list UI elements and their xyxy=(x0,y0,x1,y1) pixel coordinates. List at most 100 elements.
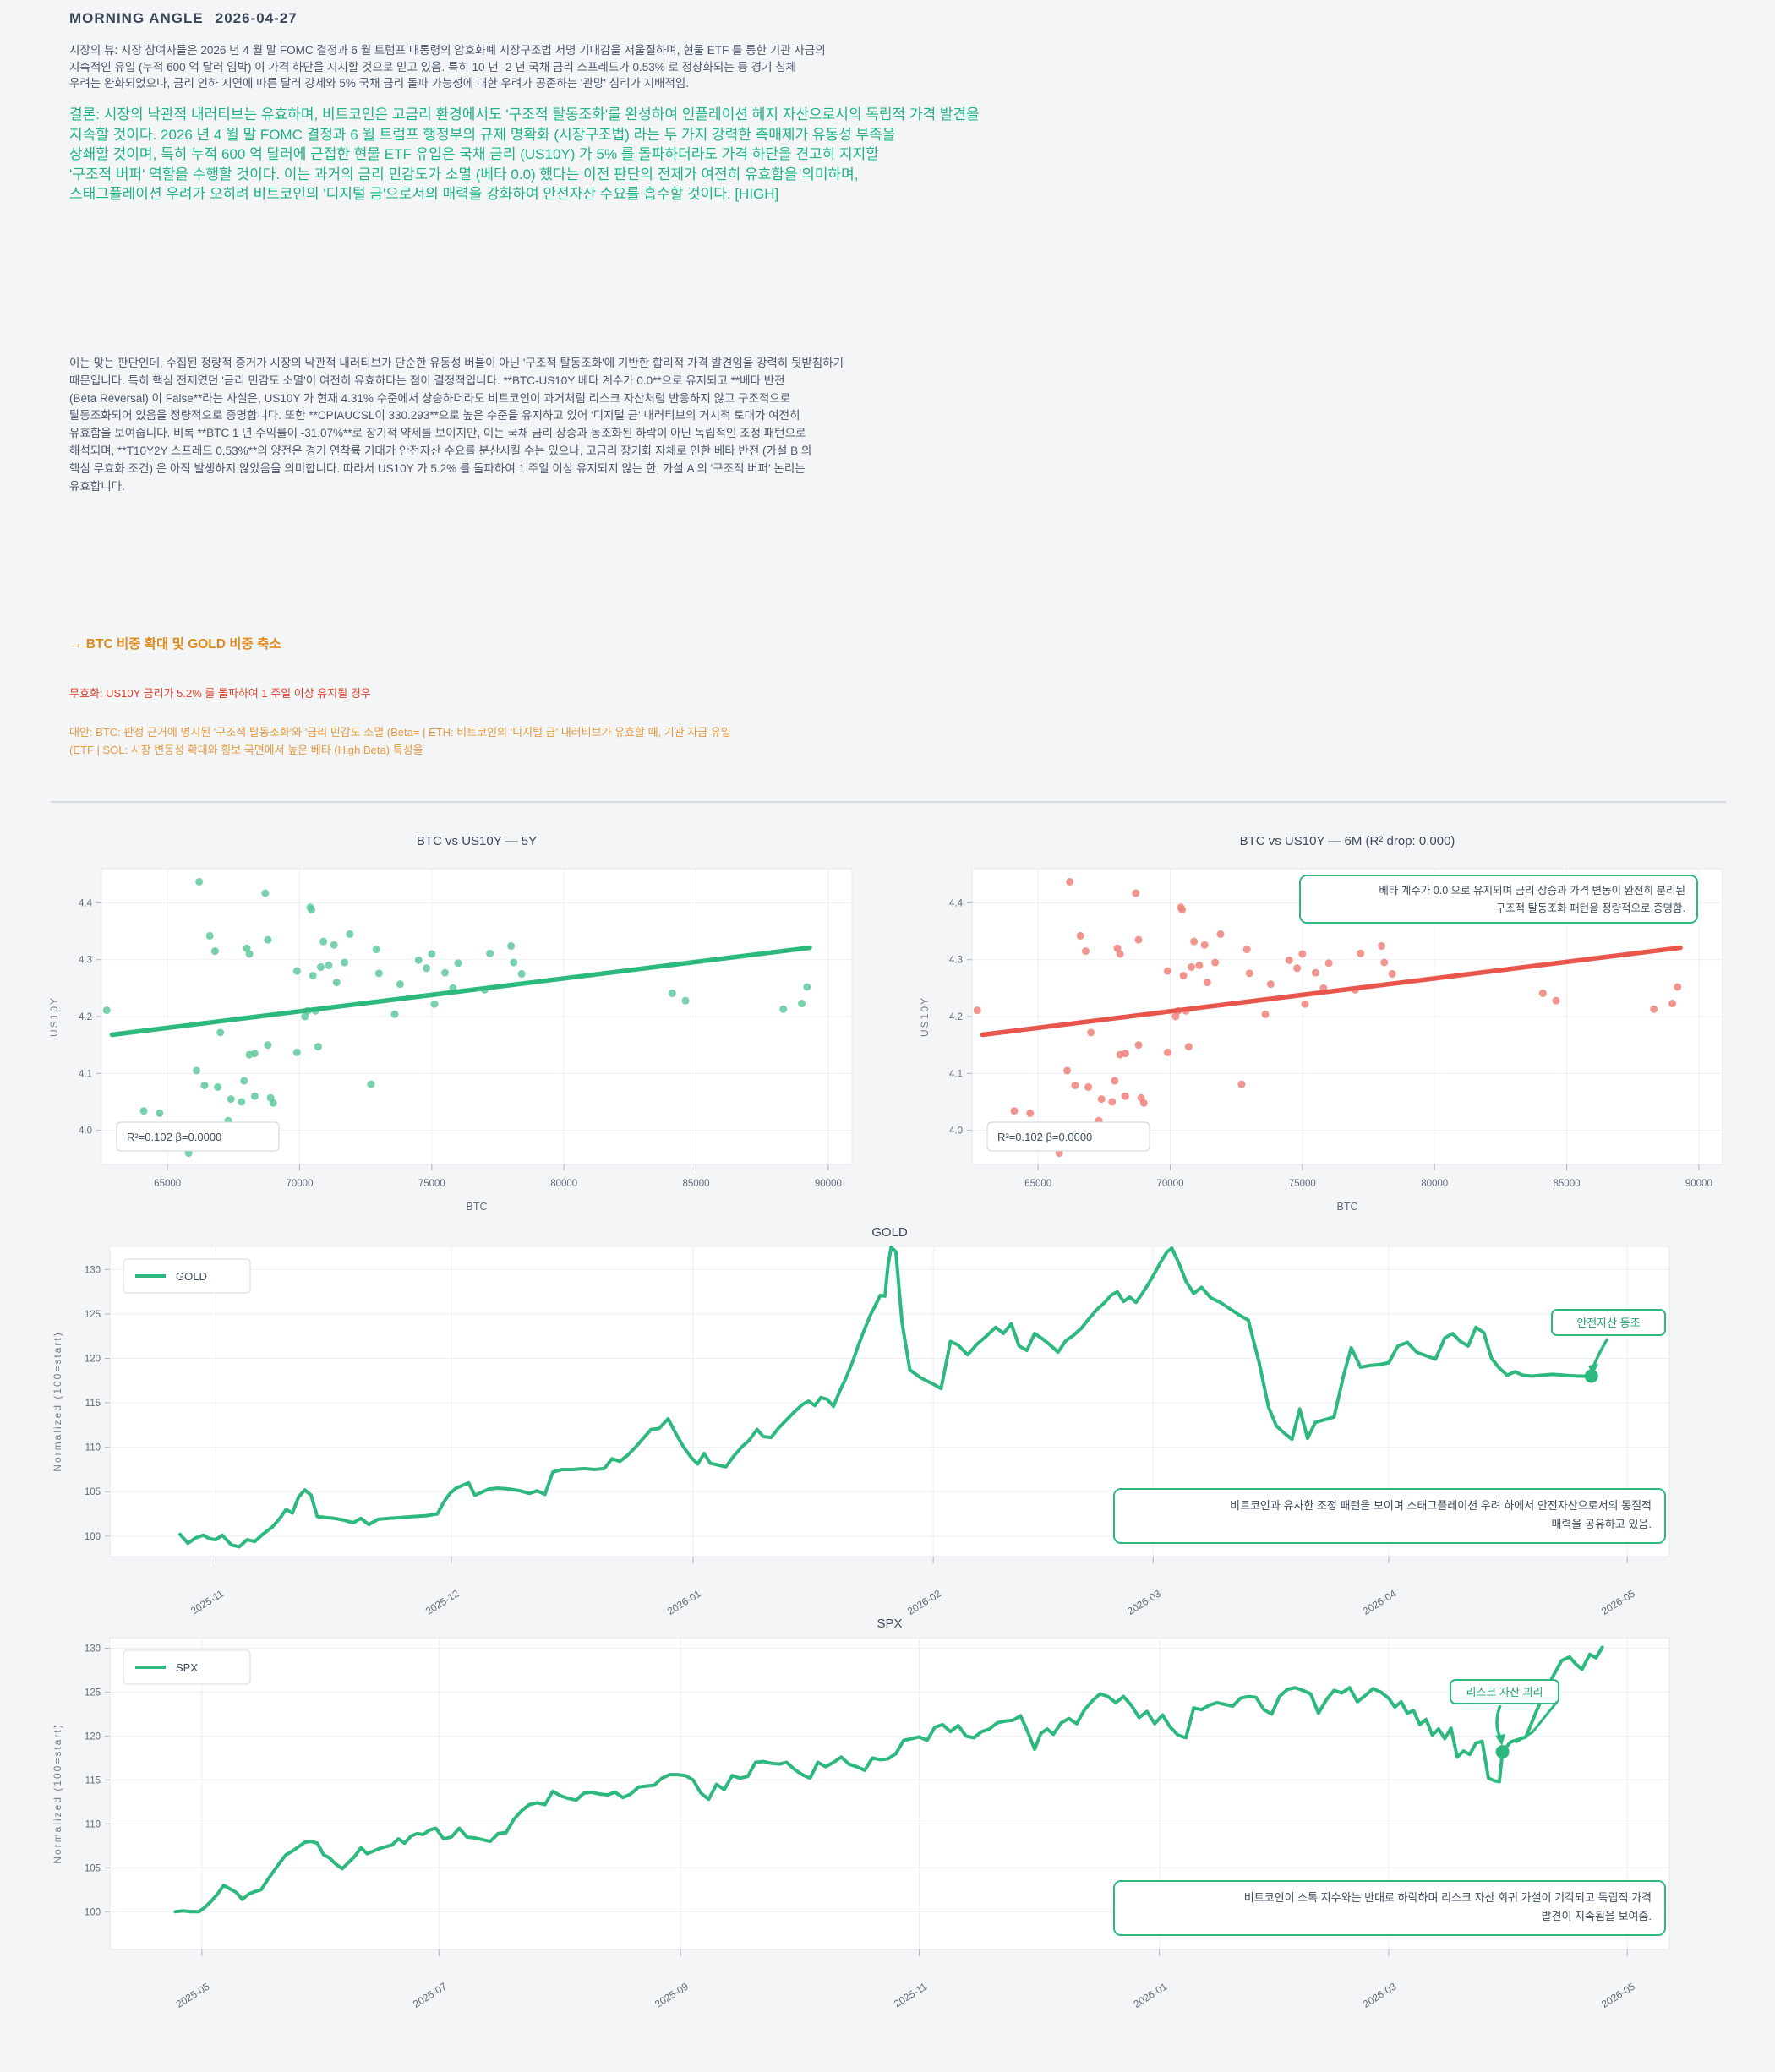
scatter-point xyxy=(261,889,270,897)
svg-text:2026-05: 2026-05 xyxy=(1599,1981,1637,2010)
scatter-point xyxy=(205,931,214,940)
scatter-point xyxy=(346,930,354,938)
svg-text:120: 120 xyxy=(85,1354,101,1364)
scatter-point xyxy=(1071,1081,1079,1089)
scatter-point xyxy=(1111,1077,1119,1085)
annotation-box xyxy=(1113,1488,1666,1544)
scatter-point xyxy=(1108,1098,1117,1106)
svg-text:110: 110 xyxy=(85,1819,101,1829)
svg-text:120: 120 xyxy=(85,1731,101,1742)
scatter-point xyxy=(1311,968,1319,977)
gold-marker-dot xyxy=(1584,1369,1598,1383)
stats-box xyxy=(116,1121,280,1152)
svg-text:80000: 80000 xyxy=(550,1179,577,1189)
gold-line xyxy=(178,1246,1593,1549)
svg-text:115: 115 xyxy=(85,1775,101,1786)
svg-text:115: 115 xyxy=(85,1399,101,1409)
legend xyxy=(123,1258,251,1294)
svg-text:70000: 70000 xyxy=(1157,1179,1184,1189)
svg-text:130: 130 xyxy=(85,1644,101,1654)
scatter-point xyxy=(1066,877,1074,886)
scatter-point xyxy=(367,1080,375,1088)
svg-text:100: 100 xyxy=(85,1532,101,1542)
svg-text:4.3: 4.3 xyxy=(949,956,963,966)
analysis-paragraph: 이는 맞는 판단인데, 수집된 정량적 증거가 시장의 낙관적 내러티브가 단순… xyxy=(69,357,844,493)
scatter-point xyxy=(1172,1012,1180,1021)
scatter-point xyxy=(1357,949,1365,957)
spx-marker-dot xyxy=(1495,1745,1510,1759)
report-date: 2026-04-27 xyxy=(215,10,298,26)
scatter-point xyxy=(1163,967,1172,975)
scatter-point xyxy=(1261,1010,1270,1018)
svg-text:2026-01: 2026-01 xyxy=(1132,1981,1170,2010)
annotation-box xyxy=(1551,1309,1666,1336)
scatter-point xyxy=(1674,983,1682,991)
svg-text:2025-09: 2025-09 xyxy=(653,1981,691,2010)
scatter-point xyxy=(507,942,516,951)
svg-text:2025-12: 2025-12 xyxy=(423,1588,462,1617)
scatter-point xyxy=(1139,1099,1148,1107)
scatter-point xyxy=(372,946,380,954)
scatter-point xyxy=(1216,930,1225,938)
svg-text:4.0: 4.0 xyxy=(949,1126,963,1137)
annotation-leader xyxy=(1515,1701,1559,1744)
scatter-point xyxy=(102,1006,111,1015)
scatter-point xyxy=(1134,1041,1143,1050)
svg-text:4.3: 4.3 xyxy=(79,956,92,966)
scatter-point xyxy=(1298,950,1307,958)
svg-text:125: 125 xyxy=(85,1310,101,1320)
svg-text:4.4: 4.4 xyxy=(79,898,93,908)
scatter-point xyxy=(243,944,251,952)
svg-text:GOLD: GOLD xyxy=(871,1225,908,1240)
svg-text:105: 105 xyxy=(85,1863,101,1873)
svg-text:안전자산 동조: 안전자산 동조 xyxy=(1576,1317,1640,1329)
svg-text:R²=0.102 β=0.0000: R²=0.102 β=0.0000 xyxy=(997,1131,1092,1143)
scatter-point xyxy=(414,956,423,964)
scatter-point xyxy=(301,1012,309,1021)
scatter-point xyxy=(1132,889,1140,897)
scatter-point xyxy=(798,1000,806,1008)
invalidation-line: 무효화: US10Y 금리가 5.2% 를 돌파하여 1 주일 이상 유지될 경… xyxy=(69,687,371,700)
svg-text:75000: 75000 xyxy=(1289,1179,1316,1189)
scatter-point xyxy=(210,947,219,956)
stats-box xyxy=(986,1121,1150,1152)
svg-text:105: 105 xyxy=(85,1487,101,1497)
scatter-point xyxy=(325,961,333,969)
svg-text:4.0: 4.0 xyxy=(79,1126,92,1137)
scatter-point xyxy=(227,1095,235,1104)
scatter-point xyxy=(1242,946,1251,954)
svg-text:2026-01: 2026-01 xyxy=(665,1588,703,1617)
svg-text:2025-11: 2025-11 xyxy=(188,1588,226,1617)
scatter-point xyxy=(1301,1000,1309,1008)
svg-text:65000: 65000 xyxy=(154,1179,181,1189)
scatter-point xyxy=(250,1050,259,1058)
scatter-point xyxy=(292,1048,301,1056)
svg-text:85000: 85000 xyxy=(1554,1179,1581,1189)
scatter-point xyxy=(428,950,436,958)
svg-text:4.1: 4.1 xyxy=(949,1069,963,1079)
svg-text:90000: 90000 xyxy=(1685,1179,1712,1189)
svg-text:80000: 80000 xyxy=(1421,1179,1448,1189)
scatter-point xyxy=(214,1082,222,1091)
svg-text:2026-04: 2026-04 xyxy=(1361,1588,1399,1617)
scatter-point xyxy=(314,1043,322,1051)
svg-text:구조적 탈동조화 패턴을 정량적으로 증명함.: 구조적 탈동조화 패턴을 정량적으로 증명함. xyxy=(1496,902,1685,914)
scatter-point xyxy=(1203,979,1211,987)
svg-text:비트코인이 스톡 지수와는 반대로 하락하며 리스크 자산: 비트코인이 스톡 지수와는 반대로 하락하며 리스크 자산 회귀 가설이 기각되… xyxy=(1244,1891,1652,1904)
scatter-point xyxy=(1178,905,1187,913)
scatter-point xyxy=(1195,961,1204,969)
svg-text:100: 100 xyxy=(85,1907,101,1917)
alternatives-line: 대안: BTC: 판정 근거에 명시된 '구조적 탈동조화'와 '금리 민감도 … xyxy=(69,726,731,756)
scatter-point xyxy=(1538,989,1547,997)
svg-text:BTC: BTC xyxy=(1337,1201,1358,1213)
section-divider xyxy=(51,801,1726,803)
scatter-point xyxy=(1063,1066,1072,1075)
scatter-point xyxy=(668,989,676,997)
scatter-point xyxy=(1388,970,1396,979)
scatter-point xyxy=(309,972,317,980)
market-view-paragraph: 시장의 뷰: 시장 참여자들은 2026 년 4 월 말 FOMC 결정과 6 … xyxy=(69,44,826,90)
scatter-point xyxy=(1266,980,1275,989)
scatter-point xyxy=(1668,1000,1677,1008)
scatter-point xyxy=(1087,1028,1095,1037)
